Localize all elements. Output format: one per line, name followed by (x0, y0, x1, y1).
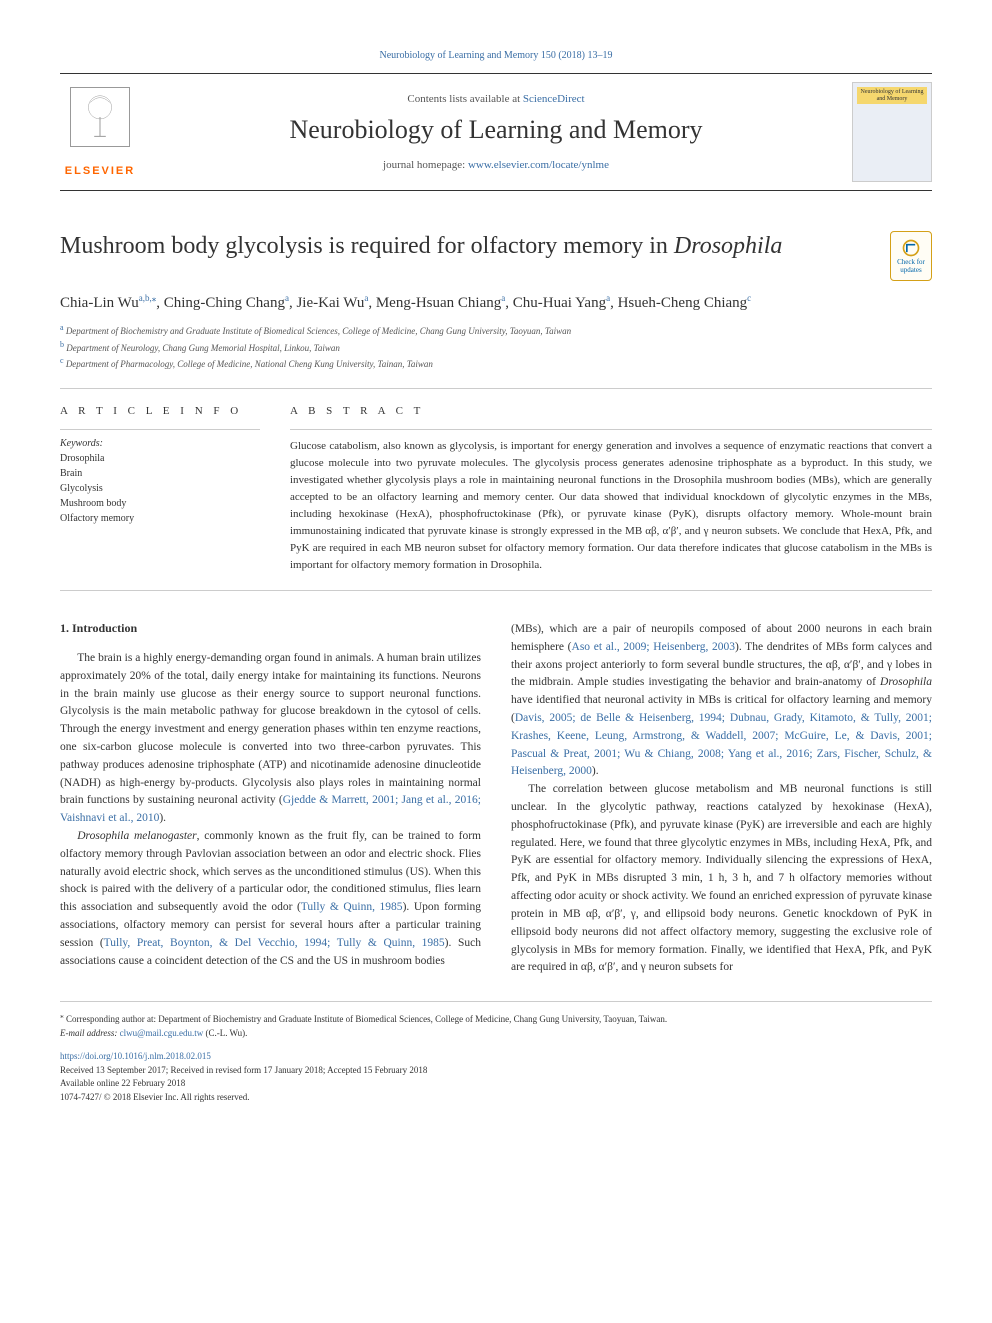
body-paragraph: Drosophila melanogaster, commonly known … (60, 828, 481, 971)
keywords-label: Keywords: (60, 438, 260, 449)
journal-header: ELSEVIER Contents lists available at Sci… (60, 73, 932, 191)
divider (60, 388, 932, 389)
keyword: Mushroom body (60, 496, 260, 511)
elsevier-wordmark: ELSEVIER (65, 165, 135, 177)
keyword: Drosophila (60, 451, 260, 466)
intro-heading: 1. Introduction (60, 621, 481, 636)
abstract-text: Glucose catabolism, also known as glycol… (290, 438, 932, 574)
authors-line: Chia-Lin Wua,b,⁎, Ching-Ching Changa, Ji… (60, 293, 932, 312)
keyword: Olfactory memory (60, 511, 260, 526)
body-column-left: 1. Introduction The brain is a highly en… (60, 621, 481, 977)
contents-line: Contents lists available at ScienceDirec… (140, 93, 852, 105)
homepage-link[interactable]: www.elsevier.com/locate/ynlme (468, 159, 609, 171)
journal-name: Neurobiology of Learning and Memory (140, 115, 852, 145)
doi-link[interactable]: https://doi.org/10.1016/j.nlm.2018.02.01… (60, 1051, 211, 1061)
journal-cover-thumbnail: Neurobiology of Learning and Memory (852, 82, 932, 182)
article-title: Mushroom body glycolysis is required for… (60, 231, 782, 262)
badge-text-line1: Check for (897, 258, 925, 266)
body-two-column: 1. Introduction The brain is a highly en… (60, 621, 932, 977)
keywords-list: Drosophila Brain Glycolysis Mushroom bod… (60, 451, 260, 526)
affiliations: a Department of Biochemistry and Graduat… (60, 322, 932, 372)
citation-link[interactable]: Tully, Preat, Boynton, & Del Vecchio, 19… (104, 937, 445, 949)
citation-link[interactable]: Aso et al., 2009; Heisenberg, 2003 (572, 641, 735, 653)
citation-link[interactable]: Davis, 2005; de Belle & Heisenberg, 1994… (511, 712, 932, 777)
cover-label: Neurobiology of Learning and Memory (857, 87, 927, 104)
sciencedirect-link[interactable]: ScienceDirect (523, 93, 585, 105)
volume-issue-line: Neurobiology of Learning and Memory 150 … (60, 50, 932, 61)
elsevier-tree-icon (70, 87, 130, 147)
volume-issue-link[interactable]: Neurobiology of Learning and Memory 150 … (379, 50, 612, 61)
email-link[interactable]: clwu@mail.cgu.edu.tw (120, 1028, 204, 1038)
email-line: E-mail address: clwu@mail.cgu.edu.tw (C.… (60, 1027, 932, 1041)
article-info-heading: A R T I C L E I N F O (60, 405, 260, 417)
article-info-column: A R T I C L E I N F O Keywords: Drosophi… (60, 405, 260, 574)
copyright-line: 1074-7427/ © 2018 Elsevier Inc. All righ… (60, 1091, 932, 1105)
body-column-right: (MBs), which are a pair of neuropils com… (511, 621, 932, 977)
corresponding-author: ⁎ Corresponding author at: Department of… (60, 1010, 932, 1027)
divider (60, 590, 932, 591)
elsevier-logo: ELSEVIER (60, 87, 140, 177)
badge-text-line2: updates (900, 266, 921, 274)
body-paragraph: (MBs), which are a pair of neuropils com… (511, 621, 932, 781)
abstract-heading: A B S T R A C T (290, 405, 932, 417)
abstract-column: A B S T R A C T Glucose catabolism, also… (290, 405, 932, 574)
footer: ⁎ Corresponding author at: Department of… (60, 1001, 932, 1104)
check-updates-badge[interactable]: Check for updates (890, 231, 932, 281)
body-paragraph: The correlation between glucose metaboli… (511, 781, 932, 977)
body-paragraph: The brain is a highly energy-demanding o… (60, 650, 481, 828)
keyword: Glycolysis (60, 481, 260, 496)
homepage-line: journal homepage: www.elsevier.com/locat… (140, 159, 852, 171)
keyword: Brain (60, 466, 260, 481)
citation-link[interactable]: Tully & Quinn, 1985 (301, 901, 403, 913)
received-line: Received 13 September 2017; Received in … (60, 1064, 932, 1078)
available-line: Available online 22 February 2018 (60, 1077, 932, 1091)
